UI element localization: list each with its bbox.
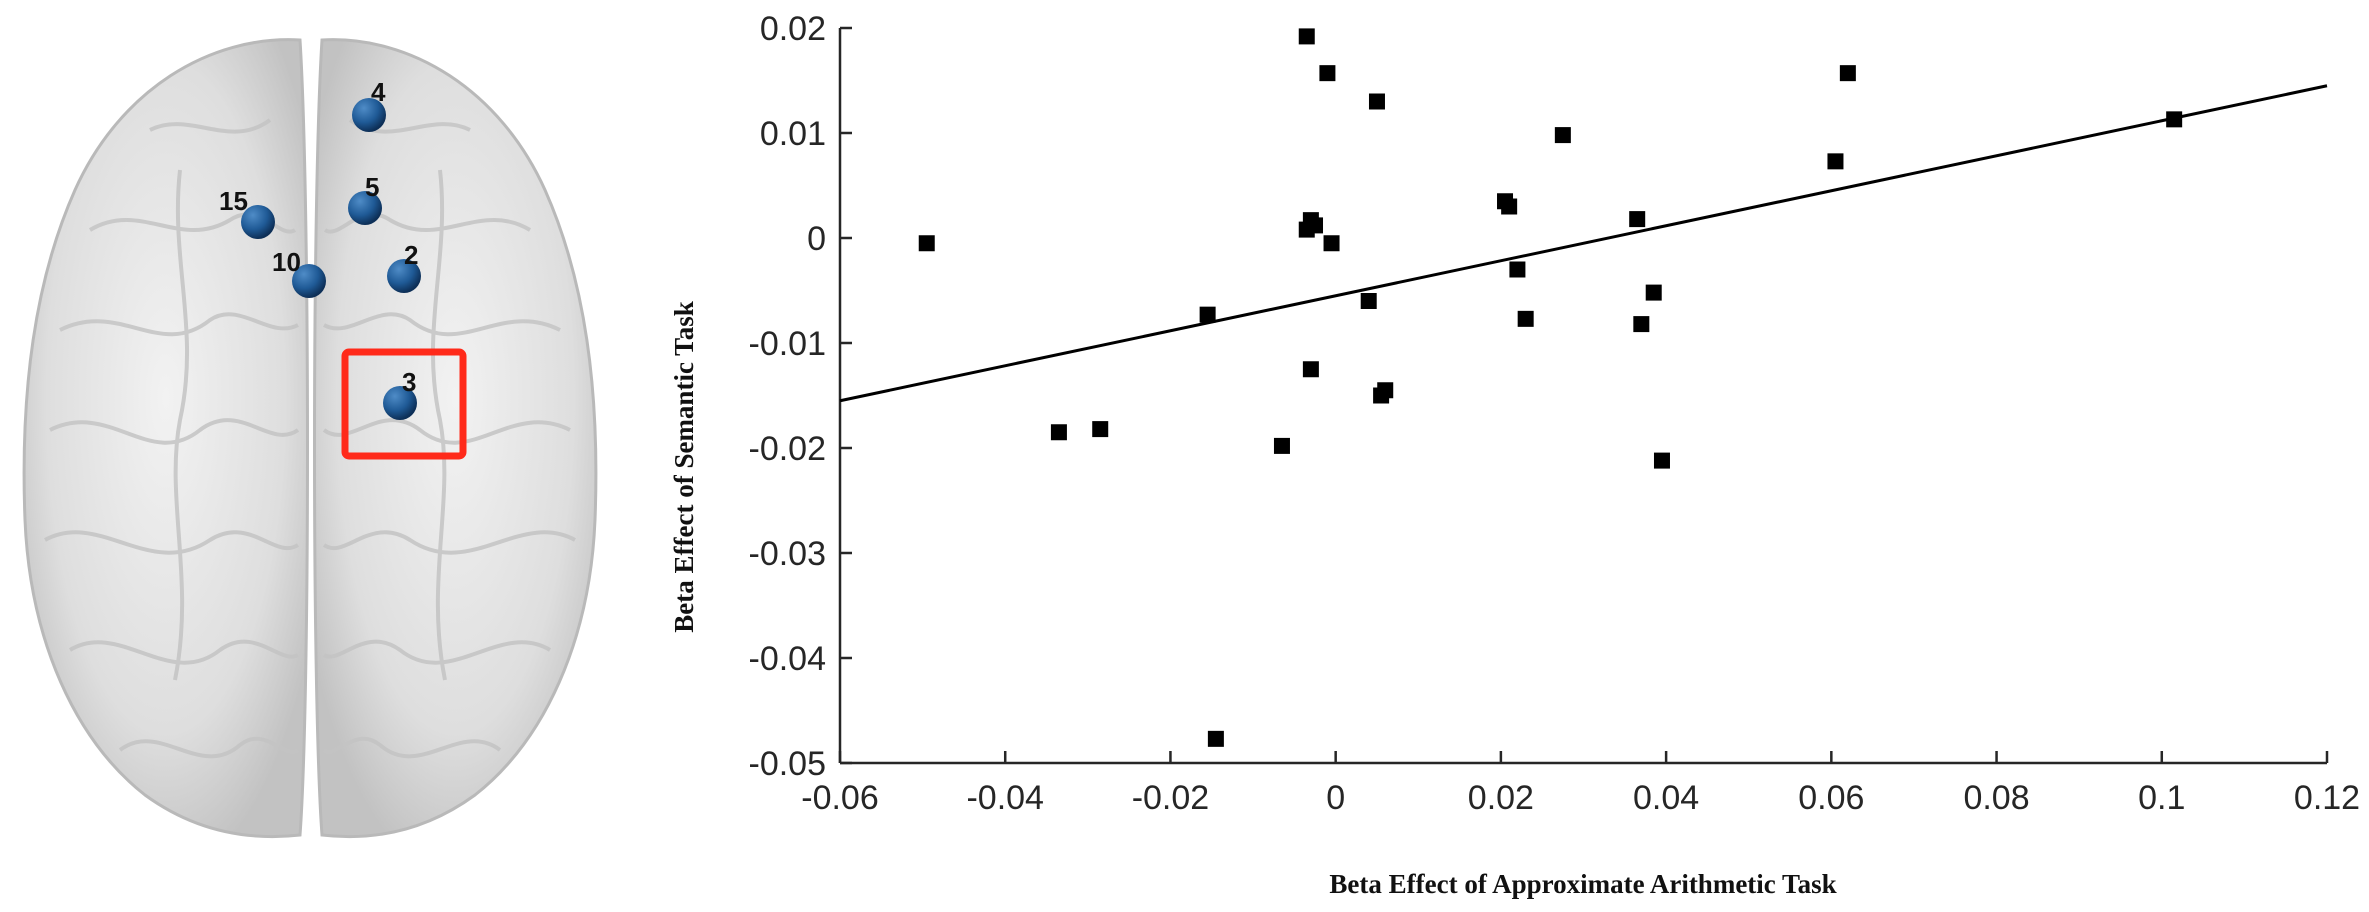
y-tick-label: 0 [807,220,826,258]
node-label-2: 2 [404,240,418,270]
brain-node-3: 3 [383,367,417,420]
y-tick-label: -0.04 [749,640,827,678]
regression-line [839,84,2328,403]
data-point [1554,127,1571,144]
data-point [1092,421,1109,438]
data-point [1360,293,1377,309]
brain-node-15: 15 [219,186,275,239]
data-point [1298,28,1315,45]
x-tick-label: -0.06 [801,779,879,817]
node-label-3: 3 [402,367,416,397]
x-tick-label: 0.1 [2138,779,2185,817]
data-point [1323,235,1340,252]
data-point [1199,306,1216,323]
y-axis-label: Beta Effect of Semantic Task [669,301,699,632]
x-tick-label: 0.12 [2294,779,2360,817]
brain-node-4: 4 [352,77,386,132]
x-tick-label: 0 [1326,779,1345,817]
brain-node-2: 2 [387,240,421,293]
x-tick-label: 0.04 [1633,779,1699,817]
data-point [1368,93,1385,110]
node-label-10: 10 [272,247,301,277]
brain-panel: 4 15 5 10 2 3 [22,38,598,839]
brain-node-10: 10 [272,247,326,298]
data-points [918,28,2183,747]
y-tick-label: 0.01 [760,115,826,153]
x-tick-label: -0.04 [966,779,1044,817]
data-point [1839,65,1856,82]
data-point [1302,361,1319,378]
data-point [1633,316,1650,333]
y-tick-label: -0.03 [749,535,827,573]
node-label-4: 4 [371,77,386,107]
data-point [1645,284,1662,301]
data-point [1629,211,1646,228]
plot-area [838,28,2327,765]
y-tick-label: 0.02 [760,10,826,48]
scatter-chart: 0.02 0.01 0 -0.01 -0.02 -0.03 -0.04 -0.05 -0.06… [669,10,2360,899]
x-ticks: -0.06 -0.04 -0.02 0 0.02 0.04 0.06 0.08 0.1 0.12 [801,751,2360,817]
x-tick-label: 0.02 [1468,779,1534,817]
data-point [1050,424,1067,441]
data-point [1509,261,1526,278]
data-point [1377,382,1394,399]
data-point [2166,111,2183,128]
data-point [1653,452,1670,469]
y-tick-label: -0.02 [749,430,827,468]
y-tick-label: -0.05 [749,745,827,783]
node-label-5: 5 [365,172,379,202]
data-point [1207,730,1224,747]
y-tick-label: -0.01 [749,325,827,363]
x-axis-label: Beta Effect of Approximate Arithmetic Ta… [1329,869,1836,899]
data-point [1319,65,1336,82]
y-ticks: 0.02 0.01 0 -0.01 -0.02 -0.03 -0.04 -0.05 [749,10,852,783]
x-tick-label: 0.06 [1798,779,1864,817]
brain-image [22,38,598,839]
data-point [1273,437,1290,454]
brain-node-5: 5 [348,172,382,225]
x-tick-label: -0.02 [1132,779,1210,817]
data-point [1501,198,1518,215]
data-point [1517,310,1534,327]
data-point [1307,217,1324,234]
data-point [1827,153,1844,170]
data-point [918,235,935,252]
highlight-box [341,348,467,460]
x-tick-label: 0.08 [1963,779,2029,817]
node-label-15: 15 [219,186,248,216]
